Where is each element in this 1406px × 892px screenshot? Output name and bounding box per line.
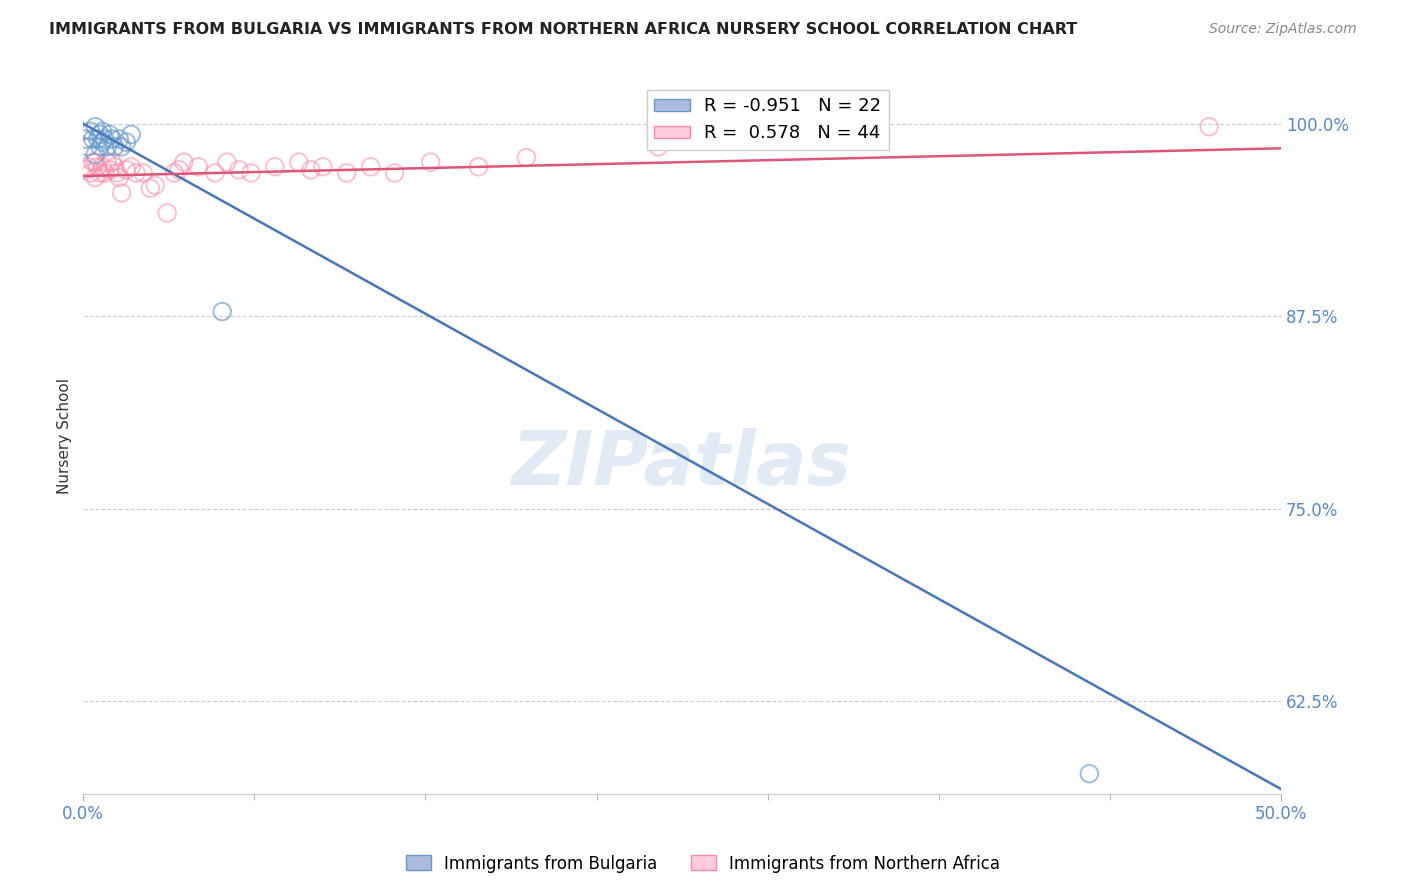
Point (215, 155, 238, 169)
Point (264, 160, 287, 174)
Point (91, 124, 114, 138)
Point (86, 160, 108, 174)
Text: ZIPatlas: ZIPatlas (512, 427, 852, 500)
Point (103, 140, 125, 154)
Point (108, 170, 131, 185)
Point (120, 160, 142, 174)
Text: IMMIGRANTS FROM BULGARIA VS IMMIGRANTS FROM NORTHERN AFRICA NURSERY SCHOOL CORRE: IMMIGRANTS FROM BULGARIA VS IMMIGRANTS F… (49, 22, 1077, 37)
Point (82, 155, 104, 169)
Point (79, 124, 101, 138)
Point (75, 162, 97, 177)
Point (139, 181, 162, 195)
Point (96, 155, 118, 169)
Point (167, 162, 190, 177)
Point (94, 166, 117, 180)
Point (211, 304, 233, 318)
Point (77, 160, 100, 174)
Point (228, 162, 250, 177)
Point (89, 140, 111, 154)
Point (101, 155, 124, 169)
Point (204, 166, 226, 180)
Point (187, 160, 209, 174)
Point (156, 206, 179, 220)
Point (467, 160, 489, 174)
Point (77, 140, 100, 154)
Point (120, 128, 142, 142)
Point (84, 147, 107, 161)
Point (103, 160, 125, 174)
Point (98, 128, 121, 142)
Legend: Immigrants from Bulgaria, Immigrants from Northern Africa: Immigrants from Bulgaria, Immigrants fro… (399, 848, 1007, 880)
Point (84, 170, 107, 185)
Point (647, 140, 669, 154)
Point (84, 155, 107, 169)
Point (84, 120, 107, 134)
Point (79, 166, 101, 180)
Point (82, 132, 104, 146)
Point (132, 166, 155, 180)
Point (360, 160, 382, 174)
Point (110, 140, 132, 154)
Point (419, 155, 441, 169)
Point (115, 135, 138, 149)
Point (1078, 766, 1101, 780)
Legend: R = -0.951   N = 22, R =  0.578   N = 44: R = -0.951 N = 22, R = 0.578 N = 44 (647, 90, 889, 150)
Point (91, 135, 114, 149)
Point (105, 166, 128, 180)
Point (75, 132, 97, 146)
Point (163, 166, 186, 180)
Point (101, 132, 124, 146)
Y-axis label: Nursery School: Nursery School (58, 377, 72, 493)
Point (299, 162, 322, 177)
Point (336, 166, 359, 180)
Point (143, 178, 166, 193)
Point (86, 132, 108, 146)
Point (1198, 120, 1220, 134)
Point (515, 151, 537, 165)
Point (94, 132, 117, 146)
Point (89, 128, 111, 142)
Point (384, 166, 406, 180)
Point (288, 155, 311, 169)
Point (110, 186, 132, 200)
Point (96, 140, 118, 154)
Text: Source: ZipAtlas.com: Source: ZipAtlas.com (1209, 22, 1357, 37)
Point (89, 166, 111, 180)
Point (115, 162, 138, 177)
Point (125, 166, 148, 180)
Point (239, 166, 262, 180)
Point (98, 162, 121, 177)
Point (312, 160, 335, 174)
Point (91, 160, 114, 174)
Point (173, 155, 195, 169)
Point (108, 132, 131, 146)
